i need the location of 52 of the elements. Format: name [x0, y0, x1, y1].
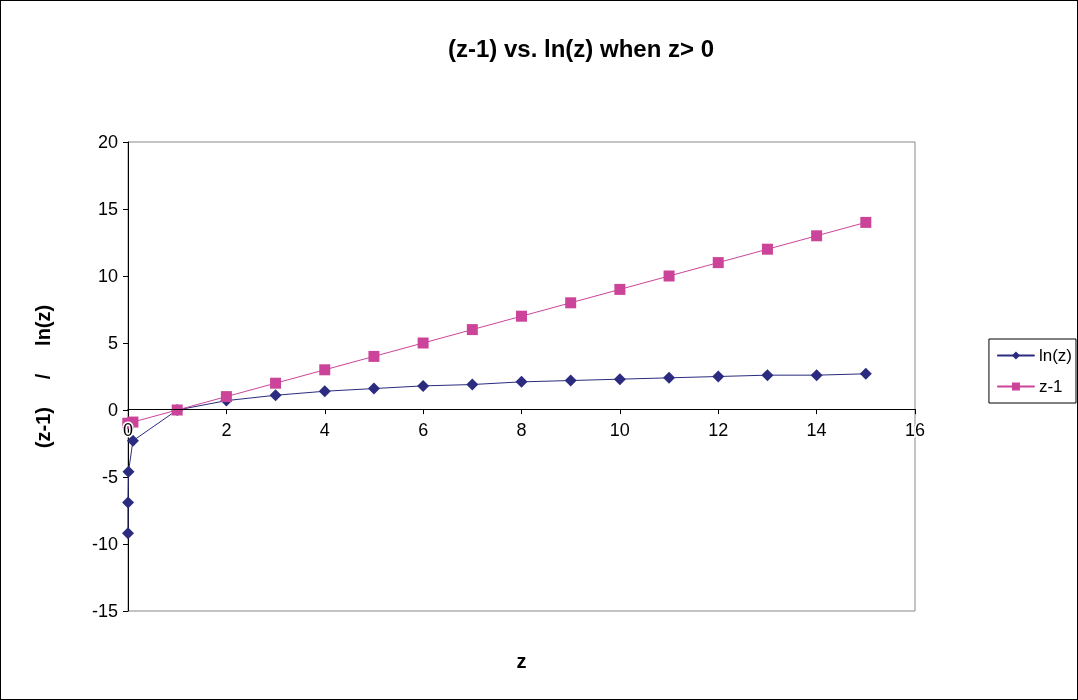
legend-label: z-1	[1038, 377, 1063, 396]
point	[122, 496, 135, 509]
point	[368, 350, 380, 362]
point	[318, 385, 331, 398]
point	[122, 465, 135, 478]
y-tick-label: -15	[91, 601, 118, 621]
point	[417, 379, 430, 392]
point	[319, 364, 331, 376]
point	[614, 283, 626, 295]
x-tick-label: 2	[221, 420, 232, 441]
point	[367, 382, 380, 395]
point	[860, 216, 872, 228]
point	[515, 375, 528, 388]
x-axis-title: z	[516, 650, 527, 673]
x-tick-label: 12	[708, 420, 729, 441]
legend-label: ln(z)	[1038, 346, 1073, 365]
point	[663, 371, 676, 384]
point	[466, 324, 478, 336]
point	[516, 310, 527, 322]
point	[126, 434, 139, 447]
x-tick-label: 10	[609, 420, 630, 441]
x-tick-label: 6	[418, 420, 429, 441]
point	[810, 369, 823, 382]
point	[417, 337, 429, 349]
x-tick-label: 16	[904, 420, 926, 441]
x-tick-label: 8	[516, 420, 527, 441]
point	[270, 377, 282, 389]
y-axis-title: (z-1) / ln(z)	[32, 304, 54, 449]
point	[761, 243, 773, 255]
x-tick-label: 14	[806, 420, 827, 441]
y-tick-label: 15	[97, 199, 118, 219]
point	[565, 297, 577, 309]
point	[761, 369, 774, 382]
point	[859, 367, 872, 380]
point	[122, 527, 134, 540]
y-tick-label: 5	[107, 333, 118, 353]
chart-title: (z-1) vs. ln(z) when z> 0	[447, 34, 715, 62]
point	[712, 370, 725, 383]
point	[269, 389, 282, 402]
y-tick-label: -10	[91, 534, 118, 554]
point	[613, 373, 626, 386]
x-tick-label: 4	[319, 420, 330, 441]
point	[712, 257, 724, 269]
point	[466, 378, 479, 391]
y-tick-label: 10	[97, 266, 118, 286]
y-tick-label: -5	[101, 467, 118, 487]
point	[811, 230, 823, 242]
y-tick-label: 20	[97, 132, 118, 152]
point	[220, 391, 232, 403]
point	[564, 374, 577, 387]
point	[663, 270, 675, 282]
y-tick-label: 0	[107, 400, 118, 420]
